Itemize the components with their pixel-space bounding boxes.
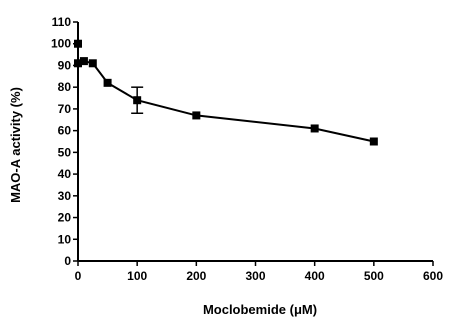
series-path xyxy=(77,60,375,143)
y-tick-label: 40 xyxy=(58,167,72,181)
data-point xyxy=(103,78,112,87)
data-point xyxy=(310,124,319,133)
y-axis-title: MAO-A activity (%) xyxy=(8,87,23,203)
data-point xyxy=(74,59,82,68)
x-tick-label: 100 xyxy=(127,269,147,283)
y-tick-label: 50 xyxy=(58,145,72,159)
y-tick-label: 30 xyxy=(58,189,72,203)
x-tick-label: 0 xyxy=(75,269,82,283)
data-point xyxy=(79,57,88,66)
data-point xyxy=(369,137,378,146)
y-tick-label: 90 xyxy=(58,58,72,72)
x-tick-label: 300 xyxy=(245,269,265,283)
y-tick-label: 0 xyxy=(64,254,71,268)
x-tick-label: 400 xyxy=(305,269,325,283)
y-tick-label: 70 xyxy=(58,102,72,116)
data-point xyxy=(192,111,201,120)
y-tick-label: 110 xyxy=(52,15,72,29)
y-tick-label: 80 xyxy=(58,80,72,94)
data-point xyxy=(88,59,97,68)
x-tick-label: 500 xyxy=(364,269,384,283)
y-tick-label: 10 xyxy=(58,232,72,246)
y-axis: 0 10 20 30 40 50 60 70 80 90 100 110 xyxy=(51,15,79,268)
x-axis-title: Moclobemide (μM) xyxy=(203,302,317,317)
y-tick-label: 60 xyxy=(58,124,72,138)
data-point xyxy=(74,39,82,48)
series-line xyxy=(74,39,378,146)
x-tick-label: 600 xyxy=(423,269,443,283)
y-tick-label: 20 xyxy=(58,211,72,225)
data-point xyxy=(133,96,142,105)
x-axis: 0 100 200 300 400 500 600 xyxy=(75,260,443,283)
y-tick-label: 100 xyxy=(51,37,71,51)
x-tick-label: 200 xyxy=(186,269,206,283)
